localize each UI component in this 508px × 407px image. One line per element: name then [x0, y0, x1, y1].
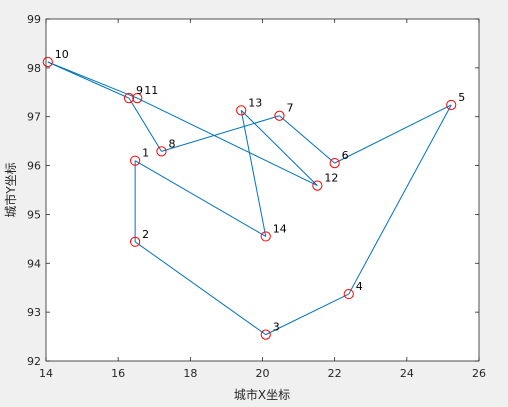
city-marker-3	[260, 329, 271, 340]
city-label-4: 4	[356, 280, 363, 293]
city-label-7: 7	[286, 102, 293, 115]
route-segment-12-13	[240, 110, 318, 186]
y-tick-label: 97	[27, 111, 41, 124]
city-label-10: 10	[55, 48, 69, 61]
city-label-14: 14	[273, 222, 287, 235]
city-label-8: 8	[168, 137, 175, 150]
city-marker-7	[274, 110, 285, 121]
y-tick-label: 95	[27, 208, 41, 221]
route-segment-3-4	[265, 293, 349, 336]
x-tick-label: 26	[472, 367, 486, 380]
city-marker-12	[312, 180, 323, 191]
city-marker-1	[130, 155, 141, 166]
route-segment-4-5	[348, 104, 452, 295]
city-label-12: 12	[324, 172, 338, 185]
route-segment-11-12	[137, 97, 318, 187]
route-lines	[47, 61, 452, 336]
city-marker-14	[260, 231, 271, 242]
route-segment-14-1	[134, 160, 266, 237]
y-tick-label: 92	[27, 355, 41, 368]
city-label-3: 3	[273, 321, 280, 334]
route-segment-8-9	[128, 97, 162, 152]
x-tick-label: 24	[400, 367, 414, 380]
route-segment-9-10	[47, 61, 130, 99]
x-axis-ticks: 14 16 18 20 22 24 26	[39, 19, 486, 380]
city-marker-6	[329, 158, 340, 169]
city-markers	[42, 56, 457, 340]
route-segment-5-6	[334, 104, 452, 164]
city-marker-9	[123, 93, 135, 104]
city-label-13: 13	[248, 96, 262, 109]
y-axis-label: 城市Y坐标	[3, 162, 18, 217]
route-segment-7-8	[161, 115, 280, 152]
route-segment-2-3	[134, 241, 267, 336]
city-label-2: 2	[142, 228, 149, 241]
city-marker-8	[156, 146, 167, 157]
city-marker-10	[42, 56, 53, 68]
city-label-1: 1	[142, 147, 149, 160]
x-tick-label: 20	[256, 367, 270, 380]
city-marker-4	[343, 288, 354, 300]
city-label-9: 9	[136, 84, 143, 97]
city-label-5: 5	[458, 91, 465, 104]
y-tick-label: 98	[27, 62, 41, 75]
plot-area	[46, 19, 479, 361]
y-tick-label: 94	[27, 257, 41, 270]
x-tick-label: 22	[328, 367, 342, 380]
x-tick-label: 14	[39, 367, 53, 380]
city-marker-2	[130, 236, 141, 247]
y-tick-label: 96	[27, 160, 41, 173]
route-segment-13-14	[240, 110, 267, 237]
city-label-11: 11	[144, 84, 158, 97]
city-label-6: 6	[342, 149, 349, 162]
x-tick-label: 16	[111, 367, 125, 380]
city-marker-11	[132, 93, 143, 104]
route-segment-6-7	[279, 115, 335, 164]
route-segment-10-11	[47, 61, 138, 99]
y-tick-label: 99	[27, 13, 41, 26]
city-marker-5	[446, 99, 457, 111]
y-tick-label: 93	[27, 306, 41, 319]
x-tick-label: 18	[183, 367, 197, 380]
x-axis-label: 城市X坐标	[234, 387, 290, 402]
city-marker-13	[236, 105, 247, 116]
